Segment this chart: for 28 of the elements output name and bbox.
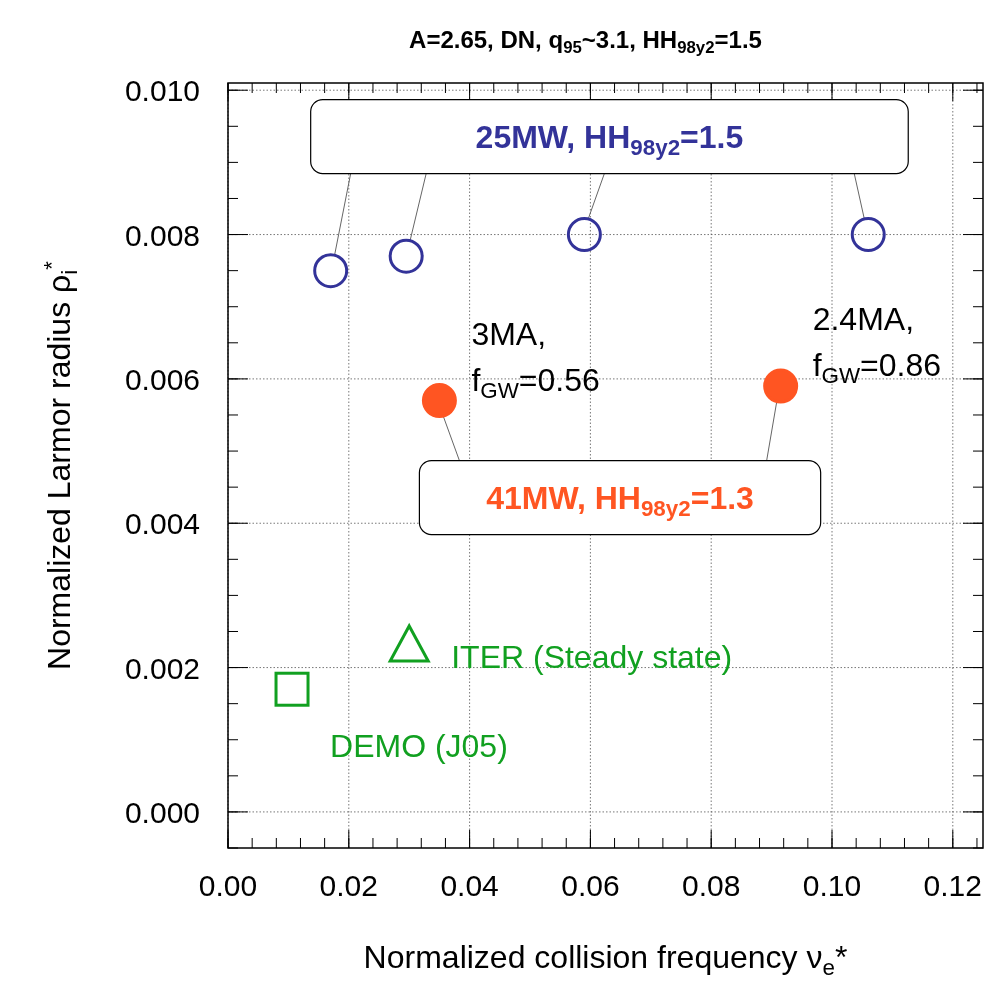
- x-tick-label: 0.02: [319, 869, 378, 902]
- chart-title: A=2.65, DN, q$_{95}$~3.1, HH$_{98y2}$=1.5: [409, 26, 762, 58]
- x-tick-label: 0.08: [682, 869, 741, 902]
- annotation: 3MA, f$_{GW}$=0.56: [471, 315, 600, 403]
- y-tick-label: 0.002: [124, 651, 200, 685]
- x-tick-label: 0.10: [802, 869, 862, 902]
- y-tick-label: 0.010: [124, 74, 200, 108]
- text: 41MW, HH$_{98y2}$=1.3: [486, 479, 754, 521]
- y-tick-label: 0.000: [124, 795, 200, 829]
- series-label: ITER (Steady state): [451, 638, 733, 675]
- series-label: DEMO (J05): [330, 728, 508, 765]
- point: [313, 253, 349, 289]
- point: [388, 238, 424, 274]
- point: [763, 368, 799, 404]
- x-tick-label: 0.06: [561, 869, 620, 902]
- x-axis-title: Normalized collision frequency ν$_{e}$*: [363, 939, 848, 980]
- point: [850, 217, 886, 253]
- point: [274, 671, 310, 707]
- x-tick-label: 0.00: [198, 869, 258, 902]
- x-tick-label: 0.04: [440, 869, 499, 902]
- text: 25MW, HH$_{98y2}$=1.5: [475, 118, 744, 160]
- x-tick-label: 0.12: [923, 869, 982, 902]
- annotation: 2.4MA, f$_{GW}$=0.86: [812, 301, 942, 388]
- point: [421, 383, 457, 419]
- point: [566, 217, 602, 253]
- y-tick-label: 0.004: [124, 507, 200, 541]
- y-tick-label: 0.006: [124, 362, 200, 396]
- y-tick-label: 0.008: [124, 218, 200, 252]
